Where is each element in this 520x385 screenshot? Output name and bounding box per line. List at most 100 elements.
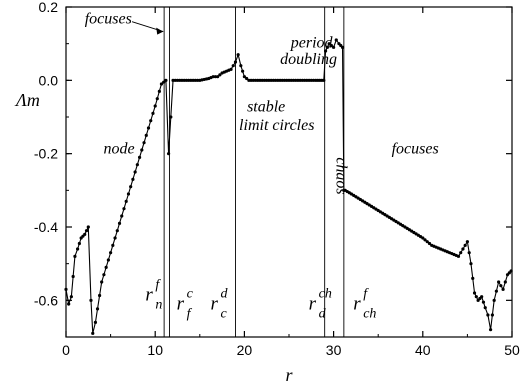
data-point [469, 262, 473, 266]
data-point [501, 287, 505, 291]
data-point [278, 78, 282, 82]
data-point [245, 76, 249, 81]
data-point [69, 295, 73, 299]
data-point [303, 78, 307, 82]
data-point [474, 295, 478, 299]
data-point [93, 320, 98, 324]
data-point [294, 78, 298, 82]
data-point [461, 247, 465, 251]
critical-value-sup: f [155, 277, 161, 292]
y-tick-label: 0.2 [39, 0, 59, 15]
data-point [142, 141, 146, 145]
x-tick-label: 50 [504, 342, 520, 358]
data-point [296, 78, 300, 82]
x-tick-label: 10 [147, 342, 163, 358]
data-point [95, 307, 100, 311]
data-point [323, 49, 328, 53]
data-point [241, 69, 245, 73]
critical-value-main: r [211, 294, 219, 315]
data-point [117, 221, 122, 225]
x-tick-label: 0 [62, 342, 70, 358]
data-point [274, 78, 278, 82]
data-point [213, 75, 218, 79]
data-point [276, 78, 280, 82]
data-point [465, 240, 469, 244]
data-point [499, 284, 503, 288]
data-point [97, 293, 102, 298]
y-axis-title: Λm [14, 90, 40, 110]
x-tick-label: 40 [415, 342, 431, 358]
data-point [124, 199, 128, 203]
data-point [332, 45, 336, 49]
data-point [483, 306, 487, 310]
data-point [503, 280, 507, 284]
data-point [285, 78, 289, 82]
x-axis-title: r [285, 365, 293, 385]
data-point [307, 78, 311, 82]
data-point [216, 75, 220, 79]
data-point [305, 78, 309, 82]
data-point [282, 78, 287, 82]
data-point [262, 78, 267, 82]
critical-value-main: r [177, 294, 185, 315]
data-point [249, 78, 253, 82]
data-point [184, 78, 189, 82]
y-tick-label: -0.4 [34, 219, 58, 235]
data-point [178, 78, 182, 82]
data-point [247, 78, 251, 82]
data-point [322, 78, 326, 82]
data-point [135, 163, 139, 167]
data-point [287, 78, 291, 82]
axes: 0.2 0.0 -0.2 -0.4 -0.6 0 10 20 30 40 50 r Λm [14, 0, 520, 385]
data-point [471, 276, 475, 280]
data-point [155, 97, 159, 101]
critical-value-main: r [309, 294, 317, 315]
data-point [334, 38, 338, 42]
data-point [182, 78, 186, 82]
data-point [231, 64, 235, 68]
data-point [253, 78, 258, 82]
data-point [211, 75, 215, 79]
data-point [233, 60, 238, 64]
data-point [463, 243, 467, 247]
data-point [133, 170, 137, 174]
data-point [490, 313, 494, 317]
data-point [102, 273, 106, 277]
y-tick-label: -0.6 [34, 292, 58, 308]
data-point [67, 302, 71, 306]
series-line [65, 38, 512, 334]
critical-value-label: r dc [211, 287, 229, 322]
region-label: doubling [280, 51, 337, 68]
data-point [239, 64, 243, 68]
data-point [86, 225, 90, 229]
data-point [467, 251, 471, 255]
data-point [153, 104, 157, 108]
data-point [492, 298, 496, 302]
x-tick-label: 30 [326, 342, 342, 358]
data-point [146, 126, 151, 130]
critical-value-label: r cf [177, 287, 194, 322]
data-point [126, 192, 131, 196]
critical-value-label: r ch d [309, 287, 332, 322]
critical-value-main: r [145, 284, 153, 305]
data-point [427, 241, 432, 246]
data-point [456, 254, 461, 258]
data-point [291, 78, 296, 82]
data-point [258, 78, 262, 82]
data-point [84, 229, 89, 233]
data-point [187, 78, 191, 82]
data-point [71, 274, 75, 279]
data-point [421, 236, 425, 240]
data-point [195, 78, 200, 82]
data-point [157, 89, 161, 93]
data-point [173, 78, 177, 82]
data-point [509, 269, 513, 273]
critical-value-sub: d [319, 307, 327, 322]
data-point [159, 82, 164, 86]
data-point [265, 78, 269, 82]
data-point [193, 78, 197, 82]
data-point [488, 328, 493, 332]
data-point [169, 115, 173, 119]
region-label: limit circles [239, 117, 314, 134]
